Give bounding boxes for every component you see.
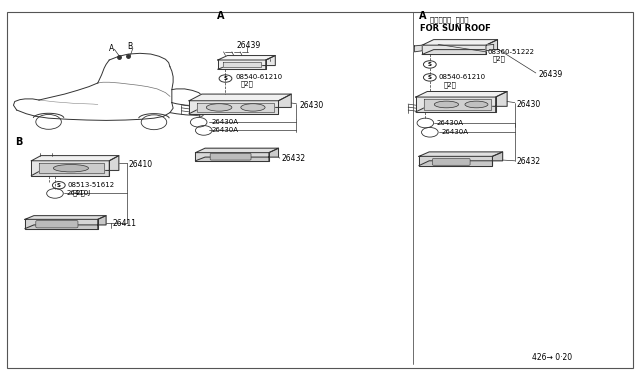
Text: 26430A: 26430A (437, 120, 464, 126)
Text: B: B (15, 137, 22, 147)
Ellipse shape (465, 101, 488, 108)
Polygon shape (419, 152, 502, 156)
Polygon shape (189, 94, 291, 114)
Polygon shape (31, 161, 109, 176)
Polygon shape (422, 39, 497, 54)
Polygon shape (218, 55, 275, 69)
Ellipse shape (206, 104, 232, 111)
Ellipse shape (53, 164, 88, 172)
Text: 08360-51222: 08360-51222 (487, 49, 534, 55)
Ellipse shape (435, 101, 459, 108)
Text: A: A (216, 11, 224, 21)
Polygon shape (31, 155, 119, 161)
Text: 08513-51612: 08513-51612 (68, 182, 115, 188)
Text: S: S (428, 62, 432, 67)
Text: A: A (109, 44, 115, 52)
FancyBboxPatch shape (36, 221, 78, 228)
Text: A: A (419, 11, 426, 21)
Text: 08540-61210: 08540-61210 (439, 74, 486, 80)
Text: 26411: 26411 (113, 219, 136, 228)
Text: （2）: （2） (492, 55, 506, 62)
Text: S: S (57, 183, 61, 188)
Text: （2）: （2） (444, 81, 457, 88)
Polygon shape (189, 101, 278, 114)
Polygon shape (195, 148, 278, 161)
Text: サンルーフ  シヨウ: サンルーフ シヨウ (430, 16, 468, 23)
Polygon shape (25, 216, 106, 229)
Text: 426→ 0·20: 426→ 0·20 (532, 353, 572, 362)
Polygon shape (223, 62, 261, 67)
Polygon shape (218, 55, 275, 60)
Polygon shape (195, 148, 278, 153)
Text: （2）: （2） (73, 189, 86, 196)
Text: B: B (127, 42, 132, 51)
Text: 26432: 26432 (516, 157, 541, 166)
Polygon shape (31, 155, 119, 176)
Text: 26439: 26439 (237, 41, 261, 50)
Ellipse shape (241, 104, 265, 111)
Text: 26430: 26430 (516, 100, 541, 109)
Polygon shape (197, 103, 274, 112)
Polygon shape (189, 94, 291, 101)
Polygon shape (422, 39, 497, 45)
Text: 26430A: 26430A (442, 129, 468, 135)
Text: 26410: 26410 (129, 160, 152, 169)
Text: （2）: （2） (240, 81, 253, 87)
Polygon shape (416, 97, 495, 112)
Polygon shape (416, 92, 507, 112)
Polygon shape (25, 219, 98, 229)
Polygon shape (39, 163, 104, 173)
Polygon shape (419, 152, 502, 166)
Polygon shape (218, 60, 266, 69)
Polygon shape (419, 156, 492, 166)
Text: FOR SUN ROOF: FOR SUN ROOF (420, 23, 490, 33)
Polygon shape (195, 153, 269, 161)
Text: 26432: 26432 (282, 154, 306, 163)
Text: 26430A: 26430A (211, 119, 239, 125)
Polygon shape (422, 45, 486, 54)
FancyBboxPatch shape (210, 153, 251, 160)
Polygon shape (486, 44, 493, 51)
Polygon shape (416, 92, 507, 97)
Text: 26410J: 26410J (67, 190, 91, 196)
Text: S: S (428, 75, 432, 80)
Text: 26430: 26430 (300, 101, 324, 110)
Text: 26439: 26439 (538, 70, 563, 79)
Polygon shape (415, 45, 422, 52)
FancyBboxPatch shape (7, 12, 633, 368)
Text: 26430A: 26430A (211, 127, 239, 134)
Text: S: S (223, 76, 227, 81)
Polygon shape (25, 216, 106, 219)
FancyBboxPatch shape (433, 158, 470, 165)
Polygon shape (424, 99, 491, 110)
Text: 08540-61210: 08540-61210 (235, 74, 282, 80)
